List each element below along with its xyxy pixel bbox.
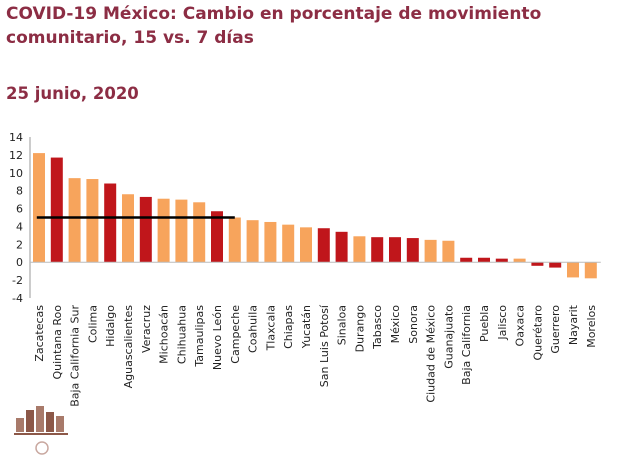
y-tick-label: -4 [12,292,23,305]
category-label: Chihuahua [175,305,188,364]
bar [300,227,312,263]
bar [389,237,401,263]
bar [104,183,117,263]
category-label: Veracruz [140,305,153,353]
y-tick-label: 6 [16,203,23,216]
bar [246,220,259,263]
category-label: Quintana Roo [51,305,64,380]
category-label: Michoacán [158,305,171,364]
y-tick-label: 4 [16,220,23,233]
category-label: Campeche [229,305,242,364]
bar [495,258,508,263]
bar [460,257,473,263]
bar [211,211,223,263]
category-label: Zacatecas [33,305,46,362]
category-label: Tabasco [371,305,384,350]
bar [353,236,366,263]
category-label: Morelos [585,305,598,348]
y-tick-label: 12 [9,149,23,162]
category-label: Querétaro [531,305,544,361]
bar [122,194,134,263]
category-label: San Luis Potosí [318,304,331,387]
category-label: Nuevo León [211,305,224,370]
category-label: Jalisco [496,305,509,341]
y-tick-label: 8 [16,185,23,198]
bar [193,202,206,263]
category-label: Guanajuato [442,305,455,369]
category-label: Guerrero [549,305,562,354]
category-label: Yucatán [300,305,313,349]
bar [335,231,348,263]
bar [549,262,562,268]
category-label: México [389,305,402,344]
category-label: Coahuila [247,305,260,353]
category-label: Nayarit [567,304,580,345]
y-tick-label: 10 [9,167,23,180]
category-label: Chiapas [282,305,295,349]
category-label: Baja California Sur [69,305,82,407]
bar [175,199,188,263]
category-label: Sinaloa [336,305,349,345]
y-tick-label: 14 [9,131,23,144]
y-tick-label: 0 [16,256,23,269]
chart-date: 25 junio, 2020 [6,84,139,103]
bar [228,217,241,263]
bar [406,238,419,263]
category-label: Hidalgo [104,305,117,347]
government-emblem-logo [14,406,68,455]
category-label: Colima [86,305,99,343]
bar [442,240,455,263]
chart-title: COVID-19 México: Cambio en porcentaje de… [6,4,542,48]
bar [531,262,544,266]
y-tick-label: 2 [16,238,23,251]
category-label: Ciudad de México [425,305,438,403]
bar [139,196,152,263]
bar [33,153,45,263]
bar [478,257,490,263]
bar [513,258,526,263]
bar [86,179,99,263]
category-label: Oaxaca [514,305,527,346]
category-label: Durango [353,305,366,353]
bar [157,198,170,263]
y-tick-label: -2 [12,274,23,287]
bar [371,237,384,263]
category-label: Tlaxcala [264,305,277,351]
category-label: Baja California [460,305,473,385]
bar [68,178,81,263]
category-label: Sonora [407,305,420,344]
bar [282,224,295,263]
bar [567,262,579,278]
bar [424,239,437,263]
category-label: Tamaulipas [193,305,206,368]
bar [584,262,597,279]
bar [50,157,63,263]
category-label: Aguascalientes [122,305,135,389]
category-label: Puebla [478,305,491,342]
bar [317,228,330,263]
bar [264,221,277,263]
